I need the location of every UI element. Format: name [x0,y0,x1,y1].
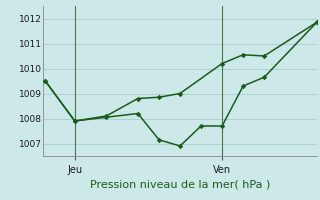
X-axis label: Pression niveau de la mer( hPa ): Pression niveau de la mer( hPa ) [90,179,270,189]
